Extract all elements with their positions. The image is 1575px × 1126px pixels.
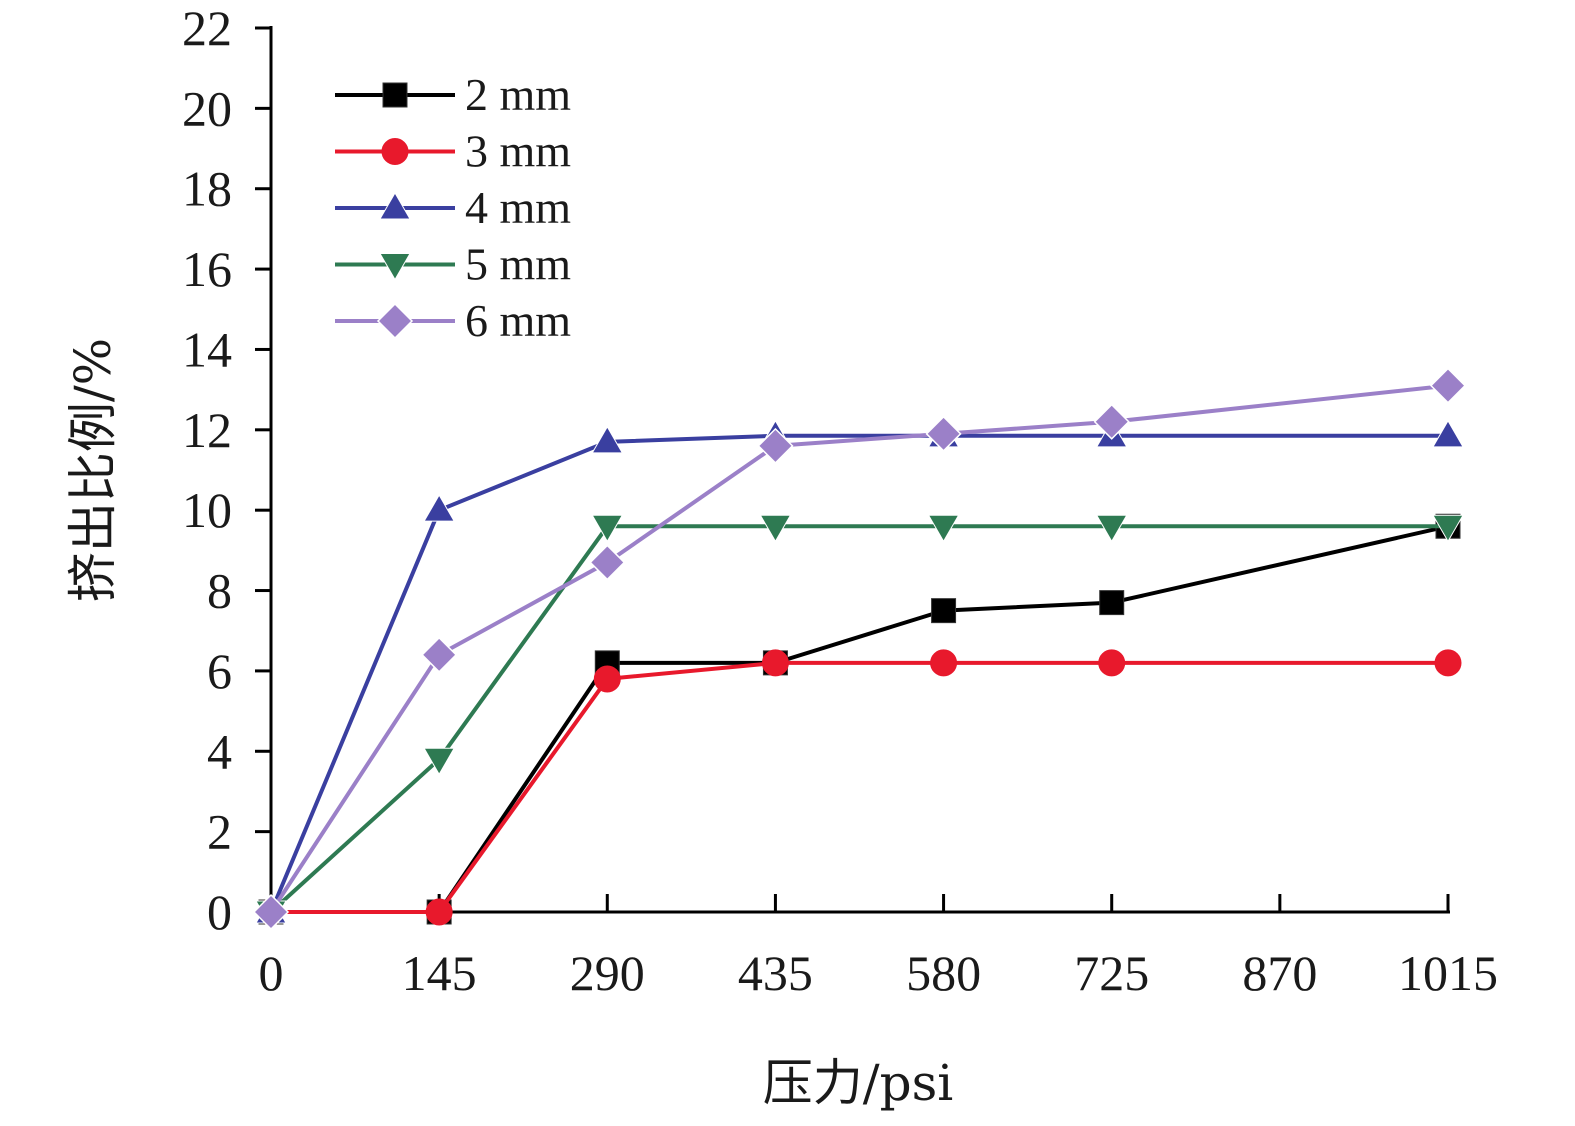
legend-item: 5 mm xyxy=(335,239,571,290)
legend-marker xyxy=(381,138,409,165)
series-line xyxy=(269,524,1448,914)
data-point xyxy=(757,427,794,464)
y-tick-label: 20 xyxy=(182,80,232,136)
x-tick-label: 145 xyxy=(402,945,477,1001)
data-point xyxy=(589,544,626,581)
data-point xyxy=(761,649,789,677)
y-tick-label: 14 xyxy=(182,321,232,377)
legend-item: 3 mm xyxy=(335,126,571,177)
legend: 2 mm 3 mm4 mm 5 mm6 mm xyxy=(335,69,571,346)
y-tick-label: 8 xyxy=(207,563,232,619)
y-axis-title: 挤出比例/% xyxy=(64,338,122,602)
y-tick-label: 2 xyxy=(207,804,232,860)
data-point xyxy=(1095,514,1128,543)
series-3mm xyxy=(257,649,1462,926)
legend-item: 2 mm xyxy=(335,69,571,120)
data-point xyxy=(1432,514,1464,543)
x-axis-title: 压力/psi xyxy=(763,1054,954,1112)
series-line xyxy=(271,524,1449,914)
data-point xyxy=(930,649,958,677)
series-line xyxy=(271,660,1448,914)
data-point xyxy=(593,665,621,693)
legend-item: 4 mm xyxy=(335,182,571,233)
data-point xyxy=(591,425,624,454)
data-point xyxy=(1099,590,1125,616)
data-point xyxy=(927,514,960,543)
legend-marker xyxy=(382,82,408,108)
x-tick-label: 435 xyxy=(738,945,813,1001)
data-point xyxy=(423,747,456,776)
data-point xyxy=(421,636,458,673)
legend-label: 2 mm xyxy=(465,69,571,120)
y-tick-label: 4 xyxy=(207,723,232,779)
x-tick-label: 1015 xyxy=(1398,945,1498,1001)
x-tick-label: 0 xyxy=(259,945,284,1001)
legend-label: 5 mm xyxy=(465,239,571,290)
legend-label: 3 mm xyxy=(465,126,571,177)
series-6mm xyxy=(252,367,1467,931)
data-point xyxy=(1432,419,1464,448)
data-point xyxy=(931,598,957,624)
legend-marker xyxy=(376,302,414,340)
legend-marker xyxy=(379,191,411,220)
y-tick-label: 6 xyxy=(207,643,232,699)
legend-label: 6 mm xyxy=(465,295,571,346)
legend-item: 6 mm xyxy=(335,295,571,346)
series-2mm xyxy=(258,513,1461,925)
data-point xyxy=(1434,649,1462,677)
y-tick-label: 0 xyxy=(207,884,232,940)
series-5mm xyxy=(255,514,1464,929)
data-point xyxy=(1093,403,1130,440)
data-point xyxy=(759,514,792,543)
data-point xyxy=(425,898,453,926)
legend-marker xyxy=(379,253,411,281)
y-tick-label: 16 xyxy=(182,241,232,297)
data-point xyxy=(591,514,624,543)
x-tick-label: 580 xyxy=(906,945,981,1001)
legend-label: 4 mm xyxy=(465,182,571,233)
plot-area xyxy=(252,367,1467,931)
series-line xyxy=(269,433,1448,913)
data-point xyxy=(423,494,456,522)
data-point xyxy=(252,893,290,931)
y-tick-label: 18 xyxy=(182,161,232,217)
data-point xyxy=(925,415,962,452)
y-tick-label: 12 xyxy=(182,402,232,458)
data-point xyxy=(1429,367,1467,404)
series-4mm xyxy=(255,419,1464,924)
y-tick-label: 22 xyxy=(182,0,232,56)
data-point xyxy=(1098,649,1126,677)
axes: 0 2 4 6 8 10 12 14 16 18 20 22 0 145 290 435 580 725 870 10… xyxy=(182,0,1498,1001)
x-tick-label: 725 xyxy=(1074,945,1149,1001)
x-tick-label: 290 xyxy=(570,945,645,1001)
y-tick-label: 10 xyxy=(182,482,232,538)
x-tick-label: 870 xyxy=(1242,945,1317,1001)
